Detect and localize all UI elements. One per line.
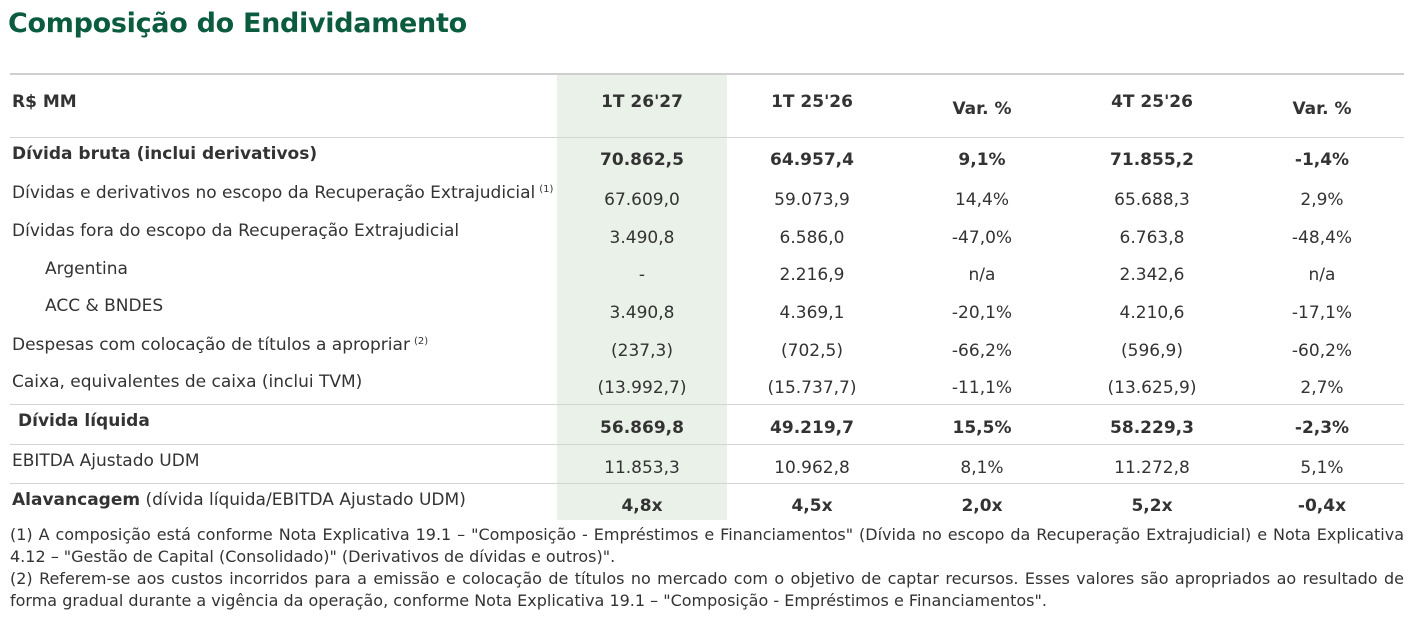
header-rule — [10, 137, 1404, 138]
row-label-debt-in-scope: Dívidas e derivativos no escopo da Recup… — [12, 183, 553, 203]
table-cell: 4,5x — [791, 496, 833, 516]
row-label-argentina: Argentina — [45, 259, 128, 279]
row-label-text: Dívidas e derivativos no escopo da Recup… — [12, 183, 536, 203]
table-cell: (13.625,9) — [1107, 378, 1197, 398]
table-cell: 8,1% — [960, 458, 1004, 478]
row-label-issuance-costs: Despesas com colocação de títulos a apro… — [12, 335, 428, 355]
footnote-ref-2: (2) — [413, 336, 429, 347]
footnote-1: (1) A composição está conforme Nota Expl… — [10, 525, 1404, 566]
table-cell: 4.210,6 — [1119, 303, 1185, 323]
footnote-ref-1: (1) — [539, 184, 554, 195]
row-label-gross-debt: Dívida bruta (inclui derivativos) — [12, 144, 318, 164]
table-cell: 59.073,9 — [774, 190, 850, 210]
table-cell: 5,2x — [1131, 496, 1173, 516]
table-cell: -17,1% — [1291, 303, 1353, 323]
row-label-text: Alavancagem — [12, 490, 141, 510]
table-cell: 70.862,5 — [600, 150, 684, 170]
table-cell: 2,9% — [1300, 190, 1344, 210]
row-label-text: Despesas com colocação de títulos a apro… — [12, 335, 410, 355]
row-label-acc-bndes: ACC & BNDES — [45, 296, 164, 316]
col-header-1t2526: 1T 25'26 — [771, 92, 853, 112]
table-cell: 5,1% — [1300, 458, 1344, 478]
table-cell: - — [638, 265, 646, 285]
table-cell: (596,9) — [1121, 341, 1183, 361]
table-cell: 71.855,2 — [1110, 150, 1194, 170]
table-cell: 6.763,8 — [1119, 228, 1185, 248]
current-period-column-highlight — [557, 74, 727, 520]
table-cell: 14,4% — [954, 190, 1009, 210]
table-cell: n/a — [968, 265, 996, 285]
row-label-ebitda: EBITDA Ajustado UDM — [12, 451, 200, 471]
table-top-rule — [10, 73, 1404, 75]
table-cell: 10.962,8 — [774, 458, 850, 478]
table-cell: 15,5% — [952, 418, 1012, 438]
table-cell: -0,4x — [1297, 496, 1347, 516]
table-cell: (13.992,7) — [597, 378, 687, 398]
table-cell: -11,1% — [951, 378, 1013, 398]
col-header-var-qoq: Var. % — [1292, 99, 1352, 119]
footnotes: (1) A composição está conforme Nota Expl… — [10, 524, 1404, 612]
table-cell: -66,2% — [951, 341, 1013, 361]
table-cell: -20,1% — [951, 303, 1013, 323]
table-cell: 2,7% — [1300, 378, 1344, 398]
table-cell: 9,1% — [958, 150, 1006, 170]
leverage-rule — [10, 483, 1404, 484]
row-label-suffix: (dívida líquida/EBITDA Ajustado UDM) — [145, 490, 466, 510]
row-label-leverage: Alavancagem (dívida líquida/EBITDA Ajust… — [12, 490, 466, 510]
table-cell: -2,3% — [1294, 418, 1350, 438]
table-cell: 2,0x — [961, 496, 1003, 516]
table-cell: 2.342,6 — [1119, 265, 1185, 285]
net-debt-rule — [10, 404, 1404, 405]
table-cell: -48,4% — [1291, 228, 1353, 248]
table-cell: 58.229,3 — [1110, 418, 1194, 438]
row-label-cash: Caixa, equivalentes de caixa (inclui TVM… — [12, 372, 363, 392]
footnote-2: (2) Referem-se aos custos incorridos par… — [10, 569, 1404, 610]
row-label-debt-out-scope: Dívidas fora do escopo da Recuperação Ex… — [12, 221, 460, 241]
table-cell: 11.853,3 — [604, 458, 680, 478]
col-header-4t2526: 4T 25'26 — [1111, 92, 1193, 112]
col-header-1t2627: 1T 26'27 — [601, 92, 683, 112]
ebitda-rule — [10, 444, 1404, 445]
table-cell: 2.216,9 — [779, 265, 845, 285]
table-cell: (702,5) — [781, 341, 843, 361]
table-cell: 56.869,8 — [600, 418, 684, 438]
page-title: Composição do Endividamento — [8, 8, 467, 39]
table-cell: 65.688,3 — [1114, 190, 1190, 210]
table-cell: 49.219,7 — [770, 418, 854, 438]
table-cell: 4.369,1 — [779, 303, 845, 323]
table-cell: (237,3) — [611, 341, 673, 361]
table-cell: -60,2% — [1291, 341, 1353, 361]
table-cell: 4,8x — [621, 496, 663, 516]
table-cell: -47,0% — [951, 228, 1013, 248]
table-cell: 11.272,8 — [1114, 458, 1190, 478]
table-cell: 64.957,4 — [770, 150, 854, 170]
table-cell: 67.609,0 — [604, 190, 680, 210]
table-cell: -1,4% — [1294, 150, 1350, 170]
table-cell: 6.586,0 — [779, 228, 845, 248]
table-cell: n/a — [1308, 265, 1336, 285]
table-cell: (15.737,7) — [767, 378, 857, 398]
table-cell: 3.490,8 — [609, 303, 675, 323]
row-label-net-debt: Dívida líquida — [18, 411, 150, 431]
header-label: R$ MM — [12, 92, 77, 112]
col-header-var-yoy: Var. % — [952, 99, 1012, 119]
table-cell: 3.490,8 — [609, 228, 675, 248]
